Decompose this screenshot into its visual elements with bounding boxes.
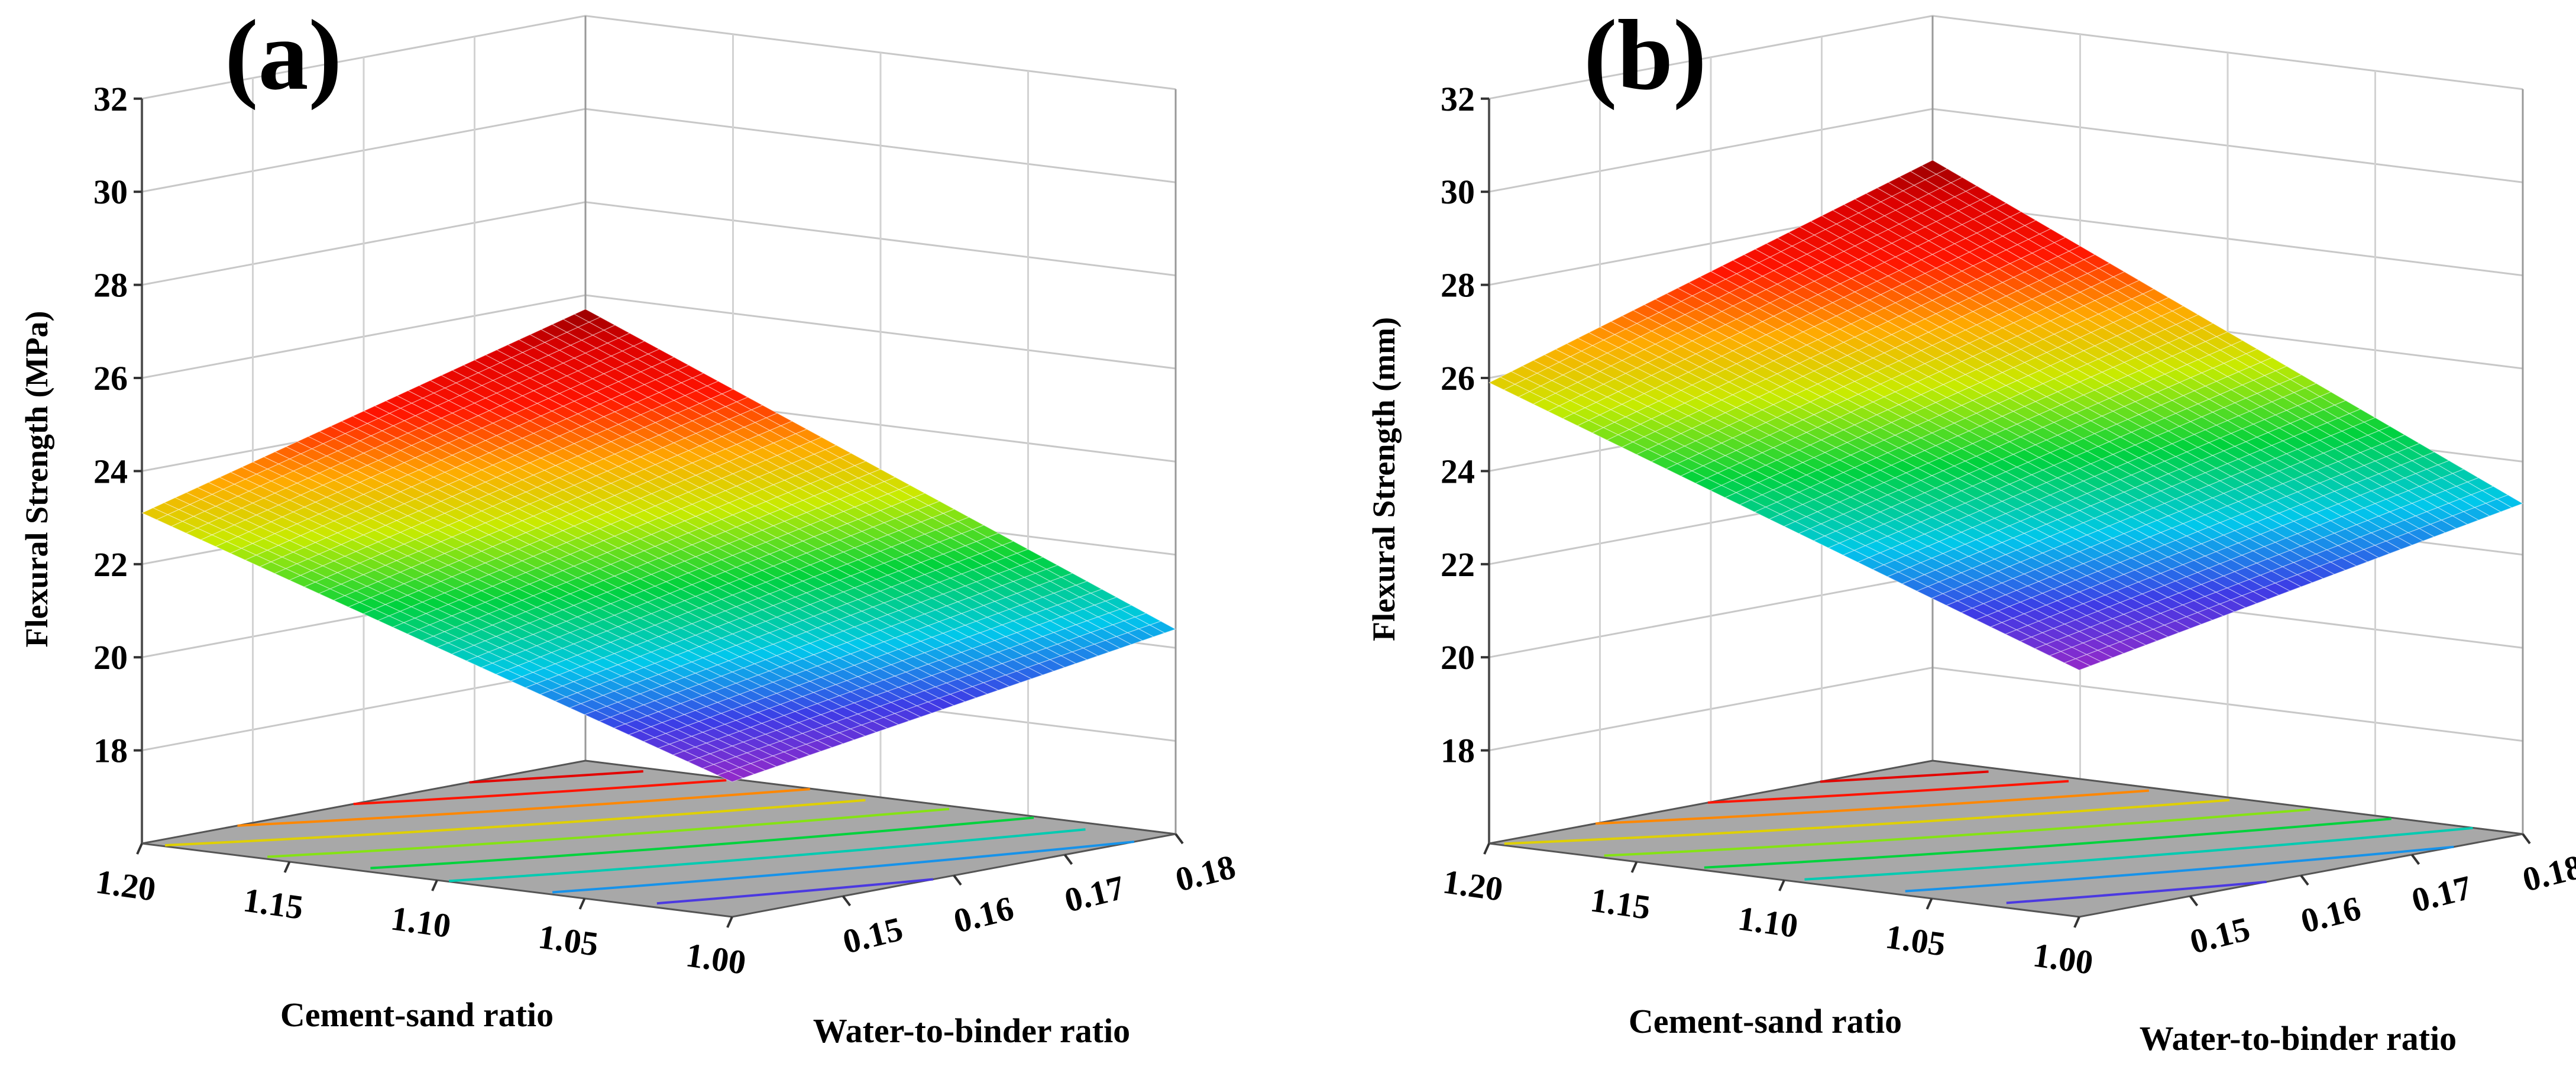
y-tick-label: 0.17 <box>2408 868 2475 920</box>
x-tick-label: 1.10 <box>389 898 454 945</box>
floor-contour <box>2006 880 2267 904</box>
floor-contour <box>353 779 727 806</box>
floor-contour <box>1804 826 2473 881</box>
panel-b-y-axis-title: Water-to-binder ratio <box>2140 1019 2457 1058</box>
y-tick-label: 0.18 <box>2519 847 2576 899</box>
panel-a-y-axis-title: Water-to-binder ratio <box>813 1011 1130 1050</box>
panel-a-x-axis-title: Cement-sand ratio <box>280 996 554 1034</box>
floor-contour <box>656 878 934 905</box>
z-tick-label: 24 <box>93 452 128 490</box>
z-tick-label: 22 <box>93 545 128 584</box>
x-tick-label: 1.15 <box>241 880 306 926</box>
x-tick-label: 1.00 <box>684 935 749 981</box>
floor-contour <box>237 788 810 827</box>
x-tick-label: 1.15 <box>1588 880 1653 926</box>
y-tick-label: 0.18 <box>1172 847 1239 899</box>
y-tick-label: 0.15 <box>2186 909 2254 961</box>
z-tick-label: 24 <box>1441 452 1475 490</box>
panel-a-label: (a) <box>225 0 342 111</box>
z-tick-label: 18 <box>1441 732 1475 770</box>
floor-plane <box>141 759 1176 918</box>
z-tick-label: 32 <box>93 80 128 118</box>
panel-b-floor <box>1488 759 2523 918</box>
floor-contour <box>469 770 643 784</box>
panel-a-floor <box>141 759 1176 918</box>
floor-contour <box>1704 817 2391 869</box>
floor-contour <box>1820 770 1989 783</box>
z-tick-label: 28 <box>93 266 128 305</box>
floor-contour <box>552 841 1135 894</box>
x-tick-label: 1.00 <box>2031 935 2096 981</box>
floor-contour <box>1604 808 2310 857</box>
y-tick-label: 0.16 <box>950 888 1017 940</box>
panel-b-z-axis-title: Flexural Strength (mm) <box>1366 317 1402 641</box>
z-tick-label: 30 <box>93 173 128 211</box>
x-tick-label: 1.05 <box>1883 917 1948 963</box>
floor-contour <box>165 799 866 847</box>
z-tick-label: 32 <box>1441 80 1475 118</box>
z-tick-label: 26 <box>93 359 128 397</box>
floor-contour <box>449 828 1086 883</box>
floor-contour <box>1595 789 2149 825</box>
panel-b-surface <box>1488 160 2524 671</box>
z-tick-label: 18 <box>93 732 128 770</box>
floor-contour <box>1707 780 2069 804</box>
panel-b-ticks: 18 20 22 24 26 28 30 32 1.20 1.15 1.10 1.05 1.00 0.15… <box>1441 80 2576 982</box>
x-tick-label: 1.20 <box>1441 862 1506 908</box>
x-tick-label: 1.10 <box>1736 898 1801 945</box>
panel-a-surface <box>141 308 1177 783</box>
y-tick-label: 0.15 <box>839 909 907 961</box>
panel-b-x-axis-title: Cement-sand ratio <box>1629 1002 1902 1040</box>
panel-a: 18 20 22 24 26 28 30 32 1.20 1.15 1.10 1.05 1.00 0.15… <box>19 0 1239 1050</box>
z-tick-label: 30 <box>1441 173 1475 211</box>
y-tick-label: 0.17 <box>1061 868 1128 920</box>
panel-a-z-axis-title: Flexural Strength (MPa) <box>19 311 54 648</box>
floor-contour <box>1905 845 2454 893</box>
z-tick-label: 22 <box>1441 545 1475 584</box>
z-tick-label: 20 <box>93 638 128 677</box>
floor-contour <box>370 816 1034 870</box>
x-tick-label: 1.05 <box>536 917 601 963</box>
floor-contour <box>267 807 950 858</box>
z-tick-label: 20 <box>1441 638 1475 677</box>
y-tick-label: 0.16 <box>2297 888 2364 940</box>
z-tick-label: 26 <box>1441 359 1475 397</box>
z-tick-label: 28 <box>1441 266 1475 305</box>
x-tick-label: 1.20 <box>93 862 158 908</box>
floor-contour <box>1504 799 2230 845</box>
panel-b: 18 20 22 24 26 28 30 32 1.20 1.15 1.10 1.05 1.00 0.15… <box>1366 0 2576 1058</box>
panel-b-label: (b) <box>1584 0 1707 111</box>
